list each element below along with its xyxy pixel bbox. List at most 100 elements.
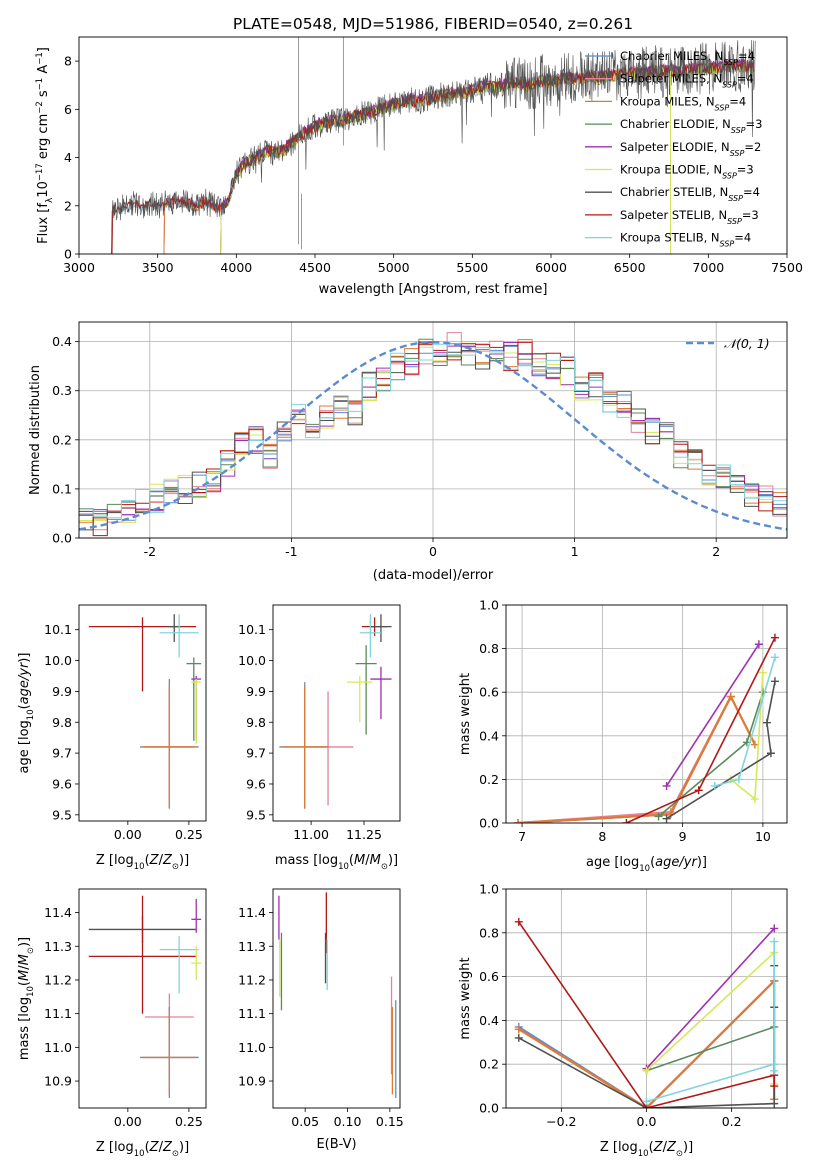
x-tick-label: 7500 (771, 260, 803, 275)
axes-frame-mass_vs_Z: 0.00 0.25 10.9 11.0 11.1 11.2 11.3 11.4 Z [log10… (17, 888, 207, 1159)
plot-area-age_vs_Z (88, 614, 202, 809)
errorbar-kroupa-stelib (359, 614, 381, 658)
series-marker (694, 786, 703, 795)
series-marker (770, 1066, 779, 1075)
x-axis-label: Z [log10(Z/Z⊙)] (600, 1140, 693, 1159)
y-tick-label: 0.6 (479, 969, 499, 984)
plot-area-spectrum (110, 37, 756, 254)
series-line (517, 694, 756, 823)
axes-frame-weight_vs_age: 7 8 9 10 0.0 0.2 0.4 0.6 0.8 1.0 age [log10(age/yr… (458, 598, 788, 874)
y-tick-label: 0.2 (479, 1057, 499, 1072)
errorbar-kroupa-stelib (159, 614, 199, 658)
x-tick-label: 5500 (456, 260, 488, 275)
errorbar-kroupa-miles (142, 685, 197, 809)
axes-frame-age_vs_Z: 0.00 0.25 9.5 9.6 9.7 9.8 9.9 10.0 10.1 Z [log10(… (17, 604, 207, 872)
hist-kroupa-stelib (79, 343, 787, 538)
x-axis-label: age [log10(age/yr)] (586, 855, 707, 874)
axes-frame (272, 604, 401, 822)
axes-frame-age_vs_mass: 11.00 11.25 9.5 9.6 9.7 9.8 9.9 10.0 10.1 mass [l… (238, 604, 401, 872)
series-marker (654, 812, 663, 821)
errorbar-kroupa-elodie (191, 679, 202, 744)
y-tick-label: 9.9 (246, 684, 266, 699)
y-tick-label: 10.0 (238, 653, 266, 668)
x-tick-label: 9 (679, 829, 687, 844)
series-marker (642, 1097, 651, 1106)
x-tick-label: 11.25 (346, 827, 382, 842)
x-tick-label: −0.2 (546, 1114, 576, 1129)
y-tick-label: 9.5 (246, 807, 266, 822)
y-axis-label: mass [log10(M/M⊙)] (17, 937, 36, 1060)
series-marker (662, 814, 671, 823)
x-tick-label: 0.25 (175, 827, 203, 842)
series-line (665, 643, 760, 787)
series-marker (710, 781, 719, 790)
y-tick-label: 0.0 (479, 816, 499, 831)
y-tick-label: 9.6 (246, 776, 266, 791)
y-tick-label: 10.1 (238, 622, 266, 637)
x-tick-label: 0.00 (114, 827, 142, 842)
y-tick-label: 10.9 (238, 1074, 266, 1089)
series-kroupa-elodie (642, 948, 779, 1088)
legend: Chabrier MILES, NSSP=4 Salpeter MILES, NS… (585, 49, 762, 248)
legend-label: Chabrier STELIB, NSSP=4 (620, 185, 760, 203)
y-tick-label: 0.2 (52, 432, 72, 447)
series-marker (770, 1099, 779, 1108)
axes-frame (78, 36, 788, 255)
series-salpeter-stelib (622, 633, 779, 823)
legend-label: Salpeter MILES, NSSP=4 (620, 72, 754, 90)
series-marker (766, 749, 775, 758)
axes-frame-mass_vs_ebv: 0.05 0.10 0.15 10.9 11.0 11.1 11.2 11.3 11.4 E(B-… (238, 888, 404, 1152)
x-tick-label: 0.05 (291, 1114, 319, 1129)
series-line (646, 1026, 775, 1072)
series-line (714, 657, 776, 787)
axes-weight_vs_Z: −0.2 0.0 0.2 0.0 0.2 0.4 0.6 0.8 1.0 Z [log10(Z/Z… (458, 882, 788, 1159)
x-axis-label: Z [log10(Z/Z⊙)] (96, 1140, 189, 1159)
axes-frame (505, 604, 788, 824)
y-tick-label: 11.4 (44, 905, 72, 920)
y-tick-label: 9.7 (52, 746, 72, 761)
series-marker (758, 688, 767, 697)
y-axis-label: Normed distribution (28, 365, 43, 495)
x-tick-label: 6500 (614, 260, 646, 275)
series-marker (754, 640, 763, 649)
y-tick-label: 11.1 (44, 1006, 72, 1021)
errorbar-kroupa-elodie (191, 946, 202, 980)
y-tick-label: 0.1 (52, 481, 72, 496)
series-marker (514, 819, 523, 823)
axes-age_vs_Z: 0.00 0.25 9.5 9.6 9.7 9.8 9.9 10.0 10.1 Z [log10(… (17, 604, 207, 872)
x-tick-label: 3500 (142, 260, 174, 275)
y-tick-label: 0 (64, 247, 72, 262)
series-marker (750, 795, 759, 804)
y-tick-label: 1.0 (479, 598, 499, 613)
series-marker (622, 819, 631, 823)
x-tick-label: 10 (755, 829, 771, 844)
series-marker (726, 692, 735, 701)
x-tick-label: 0.15 (376, 1114, 404, 1129)
x-tick-label: -2 (144, 544, 156, 559)
y-tick-label: 2 (64, 198, 72, 213)
plot-area-age_vs_mass (279, 614, 392, 809)
y-tick-label: 6 (64, 102, 72, 117)
x-tick-label: 3000 (63, 260, 95, 275)
y-tick-label: 11.0 (44, 1040, 72, 1055)
series-kroupa-miles (514, 692, 759, 823)
figure-title: PLATE=0548, MJD=51986, FIBERID=0540, z=0… (233, 15, 633, 33)
series-marker (770, 937, 779, 946)
errorbar-salpeter-stelib (88, 895, 197, 1014)
plot-area-weight_vs_Z (514, 917, 779, 1108)
legend-label: Kroupa ELODIE, NSSP=3 (620, 163, 754, 181)
x-tick-label: 5000 (378, 260, 410, 275)
axes-age_vs_mass: 11.00 11.25 9.5 9.6 9.7 9.8 9.9 10.0 10.1 mass [l… (238, 604, 401, 872)
legend-label: Salpeter STELIB, NSSP=3 (620, 208, 759, 226)
x-tick-label: 0 (429, 544, 437, 559)
data-line-observed (110, 40, 756, 254)
errorbar-salpeter-elodie (370, 666, 392, 720)
errorbar-kroupa-miles (142, 1010, 197, 1095)
y-tick-label: 11.4 (238, 905, 266, 920)
series-chabrier-elodie (642, 1022, 779, 1075)
legend-label: Chabrier MILES, NSSP=4 (620, 49, 755, 67)
series-marker (734, 775, 743, 784)
y-tick-label: 11.2 (238, 972, 266, 987)
model-line-kroupa-elodie (220, 60, 755, 254)
errorbar-kroupa-miles (281, 685, 329, 809)
